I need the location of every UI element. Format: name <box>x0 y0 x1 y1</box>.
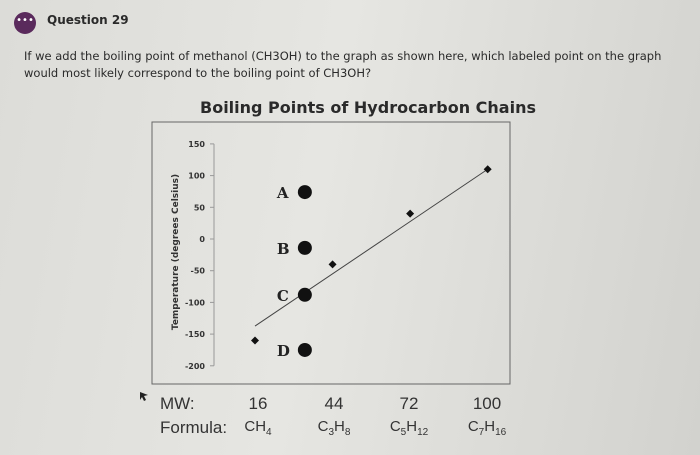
data-point <box>251 336 259 345</box>
mw-value: 16 <box>248 394 268 413</box>
formula-value: CH4 <box>244 418 272 438</box>
y-tick-label: -200 <box>185 362 205 371</box>
formula-label: Formula: <box>160 418 228 437</box>
mw-value: 100 <box>472 394 502 413</box>
point-label-b: B <box>277 240 290 258</box>
labeled-point-a <box>297 185 312 200</box>
y-tick-label: -150 <box>185 330 205 339</box>
data-point <box>406 209 415 218</box>
formula-value: C5H12 <box>389 418 429 438</box>
chart-title: Boiling Points of Hydrocarbon Chains <box>200 98 536 117</box>
question-menu-icon[interactable]: ••• <box>14 12 36 34</box>
point-label-a: A <box>276 184 289 202</box>
formula-value: C3H8 <box>317 418 351 438</box>
y-tick-label: 150 <box>188 140 205 149</box>
y-tick-label: 0 <box>199 235 205 244</box>
labeled-point-b <box>297 240 312 255</box>
plot-frame <box>151 121 511 385</box>
labeled-point-c <box>297 287 312 302</box>
data-point <box>328 260 337 269</box>
labeled-point-d <box>297 342 312 357</box>
mw-value: 72 <box>399 394 419 413</box>
point-label-c: C <box>277 287 289 305</box>
y-tick-label: -50 <box>191 267 206 276</box>
point-label-d: D <box>277 342 290 360</box>
mw-label: MW: <box>160 394 195 413</box>
trend-line <box>254 168 488 327</box>
question-text: If we add the boiling point of methanol … <box>24 49 662 80</box>
y-tick-label: 50 <box>194 203 206 212</box>
y-axis-label: Temperature (degrees Celsius) <box>171 174 181 330</box>
cursor-icon <box>140 392 148 401</box>
question-title: Question 29 <box>47 13 129 27</box>
data-point <box>483 165 492 174</box>
mw-value: 44 <box>324 394 344 413</box>
y-tick-label: -100 <box>185 298 205 307</box>
y-tick-label: 100 <box>188 172 205 181</box>
formula-value: C7H16 <box>467 418 507 438</box>
